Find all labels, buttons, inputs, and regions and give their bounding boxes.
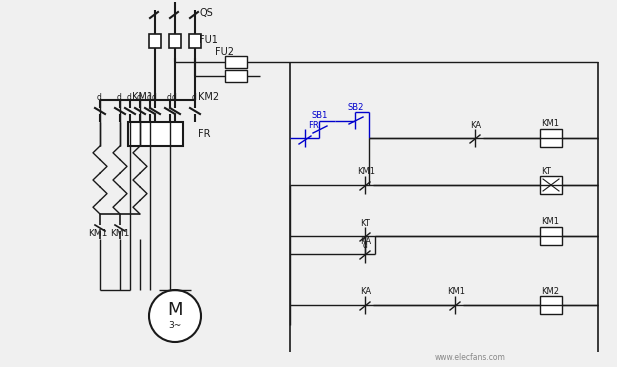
Text: KA: KA — [360, 236, 371, 246]
Text: d: d — [172, 92, 177, 102]
Text: d: d — [192, 92, 197, 102]
Text: KM1: KM1 — [541, 218, 559, 226]
Bar — [540, 227, 562, 245]
Bar — [128, 122, 183, 146]
Text: KM1: KM1 — [447, 287, 465, 297]
Text: KM1: KM1 — [88, 229, 107, 237]
Bar — [169, 34, 181, 48]
Bar — [540, 296, 562, 314]
Text: KM1: KM1 — [132, 92, 153, 102]
Text: M: M — [167, 301, 183, 319]
Text: d: d — [167, 92, 172, 102]
Bar — [225, 56, 247, 68]
Text: d: d — [127, 92, 132, 102]
Text: QS: QS — [199, 8, 213, 18]
Text: d: d — [152, 92, 157, 102]
Text: 3~: 3~ — [168, 321, 181, 331]
Circle shape — [149, 290, 201, 342]
Bar — [189, 34, 201, 48]
Text: d: d — [137, 92, 142, 102]
Bar — [149, 34, 161, 48]
Text: KM1: KM1 — [357, 167, 375, 177]
Text: KM1: KM1 — [110, 229, 130, 237]
Text: FR: FR — [198, 129, 210, 139]
Text: KM2: KM2 — [541, 287, 559, 295]
Text: d: d — [147, 92, 152, 102]
Text: www.elecfans.com: www.elecfans.com — [435, 353, 506, 363]
Text: KA: KA — [470, 120, 481, 130]
Text: FU1: FU1 — [199, 35, 218, 45]
Text: d: d — [97, 92, 102, 102]
Text: KM2: KM2 — [198, 92, 219, 102]
Bar — [225, 70, 247, 82]
Text: SB1: SB1 — [311, 112, 328, 120]
Text: KT: KT — [360, 218, 370, 228]
Bar — [540, 176, 562, 194]
Text: KA: KA — [360, 287, 371, 297]
Text: SB2: SB2 — [347, 103, 363, 113]
Text: FU2: FU2 — [215, 47, 234, 57]
Bar — [540, 129, 562, 147]
Text: KT: KT — [541, 167, 551, 175]
Text: FR: FR — [308, 120, 319, 130]
Text: d: d — [117, 92, 122, 102]
Text: KM1: KM1 — [541, 120, 559, 128]
Text: d: d — [363, 240, 368, 250]
